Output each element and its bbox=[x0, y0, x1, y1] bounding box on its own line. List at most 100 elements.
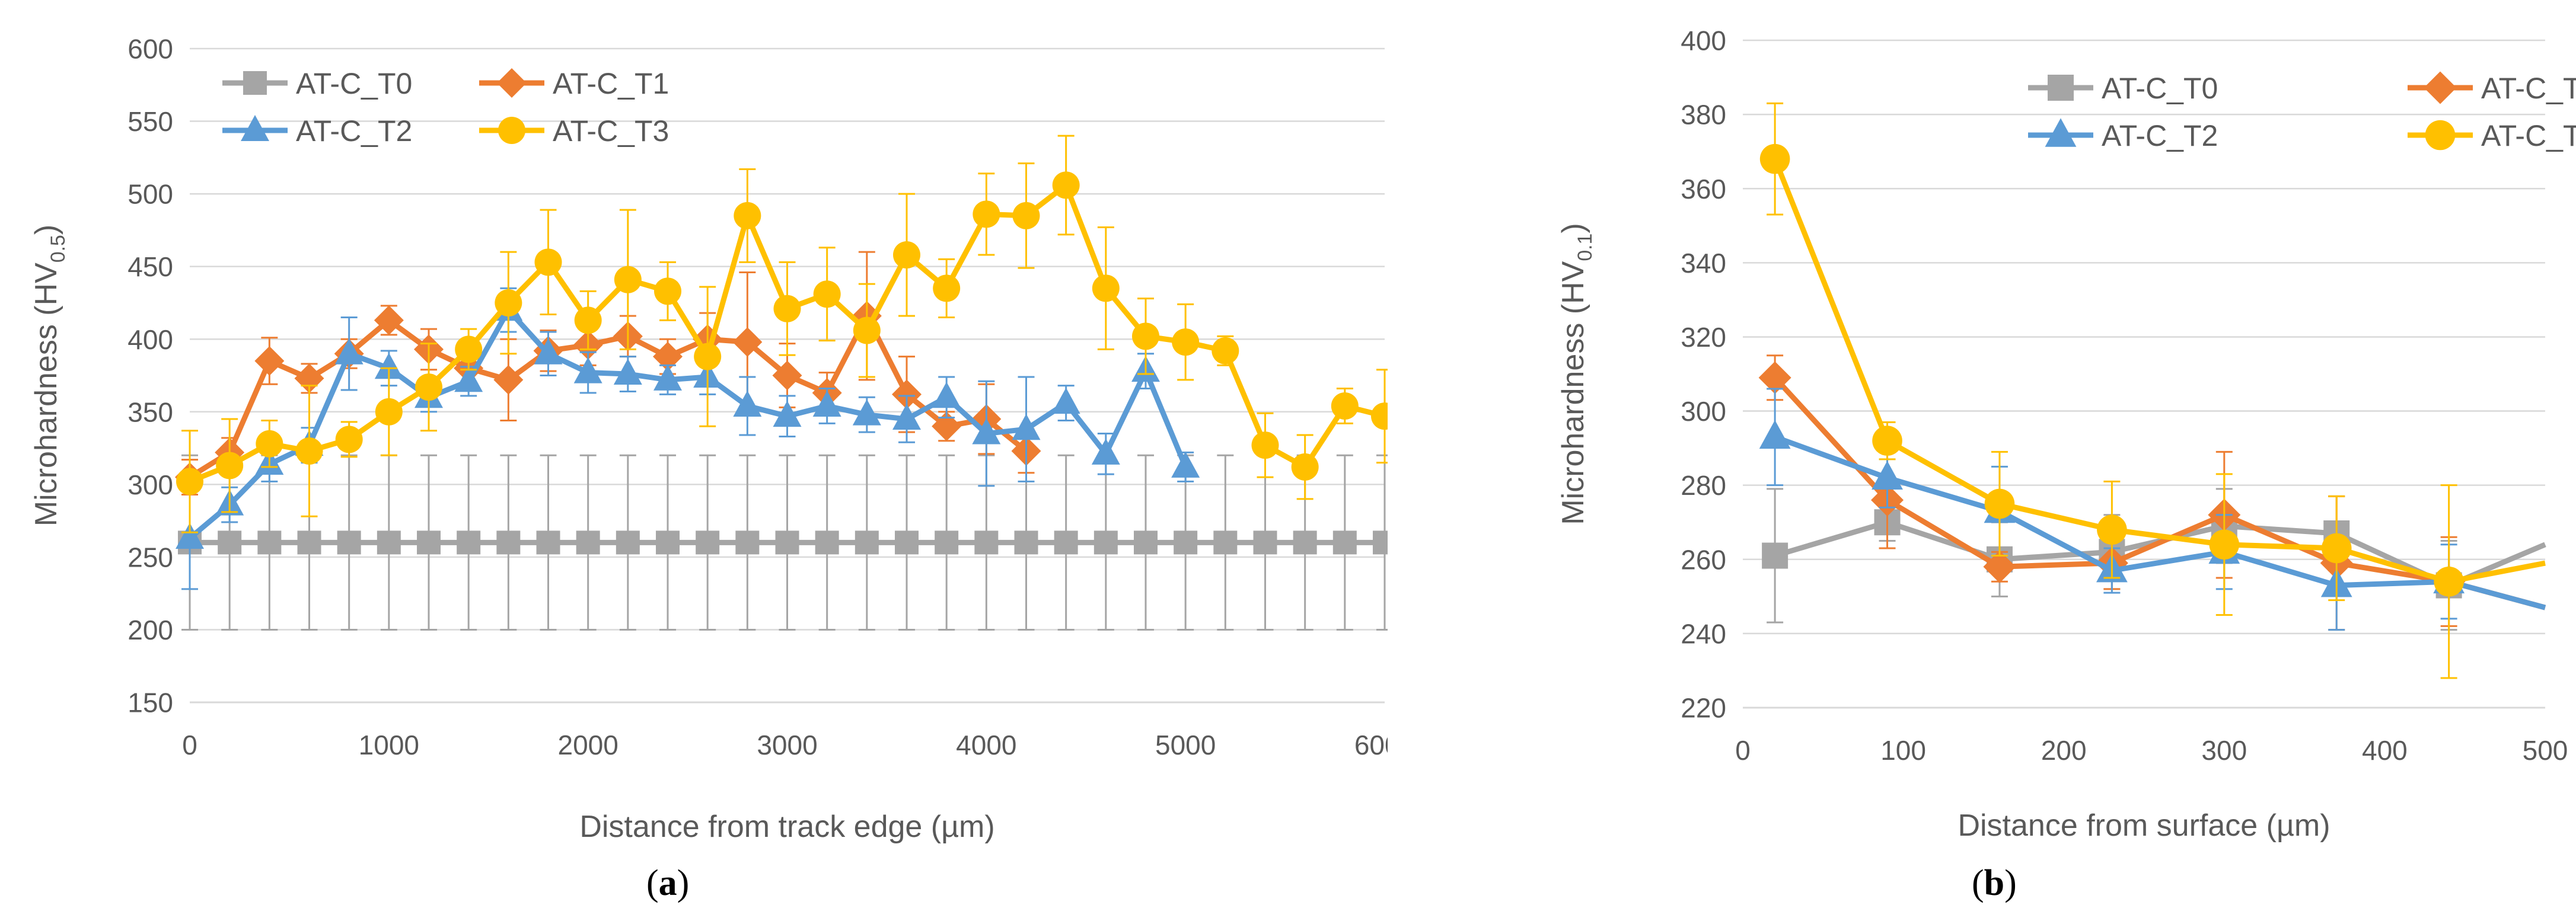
panel-b-point-T3 bbox=[2097, 514, 2127, 545]
panel-a-y-axis-label-main: Microhardness (HV bbox=[29, 263, 63, 526]
panel-a-point-T3 bbox=[1251, 431, 1279, 459]
panel-b-point-T3 bbox=[2434, 567, 2464, 597]
panel-a-line-T2 bbox=[188, 307, 1188, 541]
panel-a-legend-label-T0: AT-C_T0 bbox=[296, 67, 412, 100]
panel-b-legend-label-T3: AT-C_T3 bbox=[2481, 119, 2576, 152]
panel-a-point-T2 bbox=[852, 399, 881, 426]
panel-a-y-tick-label: 450 bbox=[127, 251, 173, 282]
panel-b-point-T3 bbox=[2209, 529, 2240, 560]
panel-a-legend-marker-T3 bbox=[498, 117, 525, 144]
panel-b-series-T1 bbox=[1758, 354, 2546, 631]
panel-a-point-T3 bbox=[1212, 337, 1239, 365]
panel-b-legend-marker-T3 bbox=[2425, 120, 2456, 151]
panel-a-legend-marker-T1 bbox=[497, 68, 527, 98]
panel-b-y-tick-label: 300 bbox=[1681, 396, 1726, 427]
panel-a-point-T0 bbox=[257, 530, 282, 555]
panel-a-point-T1 bbox=[493, 365, 524, 395]
panel-a-point-T3 bbox=[694, 343, 722, 370]
panel-a-point-T2 bbox=[1171, 451, 1200, 478]
panel-a-y-tick-label: 150 bbox=[127, 688, 173, 718]
panel-a-point-T0 bbox=[616, 530, 640, 555]
panel-a-point-T2 bbox=[892, 404, 921, 430]
panel-a-y-tick-label: 400 bbox=[127, 324, 173, 355]
panel-b-y-tick-label: 320 bbox=[1681, 322, 1726, 353]
panel-a-point-T2 bbox=[613, 359, 642, 385]
panel-a-point-T0 bbox=[855, 530, 879, 555]
panel-a-point-T1 bbox=[254, 346, 285, 376]
panel-a-point-T3 bbox=[773, 295, 801, 322]
panel-a-point-T2 bbox=[573, 357, 602, 383]
panel-a-point-T2 bbox=[374, 353, 403, 379]
panel-a-point-T0 bbox=[1093, 530, 1118, 555]
panel-b-point-T3 bbox=[2321, 533, 2352, 564]
panel-a-legend-marker-T2 bbox=[241, 115, 269, 141]
panel-a-point-T1 bbox=[932, 411, 962, 442]
panel-a-point-T3 bbox=[654, 277, 681, 305]
panel-a-point-T3 bbox=[1092, 274, 1120, 302]
panel-a-point-T3 bbox=[973, 200, 1000, 228]
panel-b-legend: AT-C_T0 AT-C_T1 AT-C_T2 AT-C_T3 bbox=[2028, 71, 2576, 152]
panel-a-x-axis-label: Distance from track edge (µm) bbox=[579, 810, 994, 844]
panel-a-point-T0 bbox=[1332, 530, 1357, 555]
panel-a-point-T3 bbox=[574, 306, 602, 334]
panel-a-x-tick-label: 1000 bbox=[359, 730, 419, 760]
panel-a-point-T2 bbox=[334, 338, 364, 365]
panel-a-y-axis-label-close: ) bbox=[29, 225, 63, 235]
panel-b-line-T2 bbox=[1774, 434, 2546, 610]
panel-a-point-T0 bbox=[895, 530, 919, 555]
panel-a-point-T0 bbox=[1373, 530, 1388, 555]
panel-a-point-T2 bbox=[812, 390, 841, 417]
panel-b-legend-marker-T0 bbox=[2048, 75, 2074, 101]
panel-a-x-tick-label: 0 bbox=[182, 730, 197, 760]
panel-a-line-T1 bbox=[188, 313, 1028, 479]
panel-b-x-tick-label: 200 bbox=[2041, 735, 2087, 766]
panel-b-y-axis-label-sub: 0.1 bbox=[1574, 234, 1596, 261]
panel-a-point-T2 bbox=[972, 418, 1001, 445]
panel-b-y-tick-label: 400 bbox=[1681, 25, 1726, 56]
panel-a-x-tick-label: 5000 bbox=[1155, 730, 1216, 760]
panel-b-y-axis-label-main: Microhardness (HV bbox=[1556, 261, 1590, 525]
panel-b-x-tick-label: 100 bbox=[1880, 735, 1926, 766]
panel-b-x-tick-label: 500 bbox=[2523, 735, 2568, 766]
panel-a-point-T0 bbox=[1213, 530, 1238, 555]
panel-a-legend-label-T2: AT-C_T2 bbox=[296, 114, 412, 148]
panel-a-x-tick-label: 2000 bbox=[557, 730, 618, 760]
panel-a-point-T3 bbox=[335, 426, 363, 453]
panel-a-point-T0 bbox=[775, 530, 799, 555]
panel-a-series-T3 bbox=[176, 135, 1388, 533]
panel-a-point-T0 bbox=[1134, 530, 1158, 555]
panel-a-point-T1 bbox=[772, 360, 802, 391]
panel-b-legend-label-T2: AT-C_T2 bbox=[2102, 119, 2218, 152]
panel-a-point-T3 bbox=[495, 289, 522, 316]
panel-a-point-T0 bbox=[536, 530, 560, 555]
panel-b-y-tick-label: 240 bbox=[1681, 618, 1726, 649]
panel-b-x-axis-label: Distance from surface (µm) bbox=[1957, 808, 2330, 843]
panel-a-point-T2 bbox=[733, 390, 762, 417]
panel-a-point-T3 bbox=[455, 335, 483, 363]
panel-a-y-tick-label: 250 bbox=[127, 542, 173, 573]
panel-a-point-T0 bbox=[656, 530, 680, 555]
panel-b-y-tick-label: 260 bbox=[1681, 544, 1726, 575]
panel-a-point-T3 bbox=[614, 266, 642, 293]
panel-a-point-T3 bbox=[1012, 202, 1040, 229]
panel-b-x-tick-label: 300 bbox=[2201, 735, 2247, 766]
panel-b-y-tick-label: 360 bbox=[1681, 174, 1726, 204]
caption-b: (b) bbox=[1972, 863, 2017, 903]
panel-a-point-T3 bbox=[1371, 402, 1388, 430]
panel-a-point-T2 bbox=[1091, 438, 1120, 465]
panel-b-y-tick-label: 340 bbox=[1681, 248, 1726, 279]
chart-panel-b: 220 240 260 280 300 320 340 360 380 400 0 100 200 300… bbox=[1556, 25, 2576, 843]
panel-b-point-T0 bbox=[1762, 542, 1788, 569]
caption-a: (a) bbox=[646, 863, 690, 903]
panel-a-point-T0 bbox=[1054, 530, 1078, 555]
panel-a-point-T0 bbox=[1293, 530, 1317, 555]
panel-a-point-T0 bbox=[1174, 530, 1198, 555]
panel-a-point-T1 bbox=[374, 305, 404, 335]
panel-a-point-T3 bbox=[256, 430, 283, 458]
panel-a-point-T0 bbox=[696, 530, 720, 555]
panel-a-series-T0 bbox=[178, 454, 1388, 631]
panel-a-point-T0 bbox=[935, 530, 959, 555]
panel-a-point-T2 bbox=[176, 523, 204, 549]
